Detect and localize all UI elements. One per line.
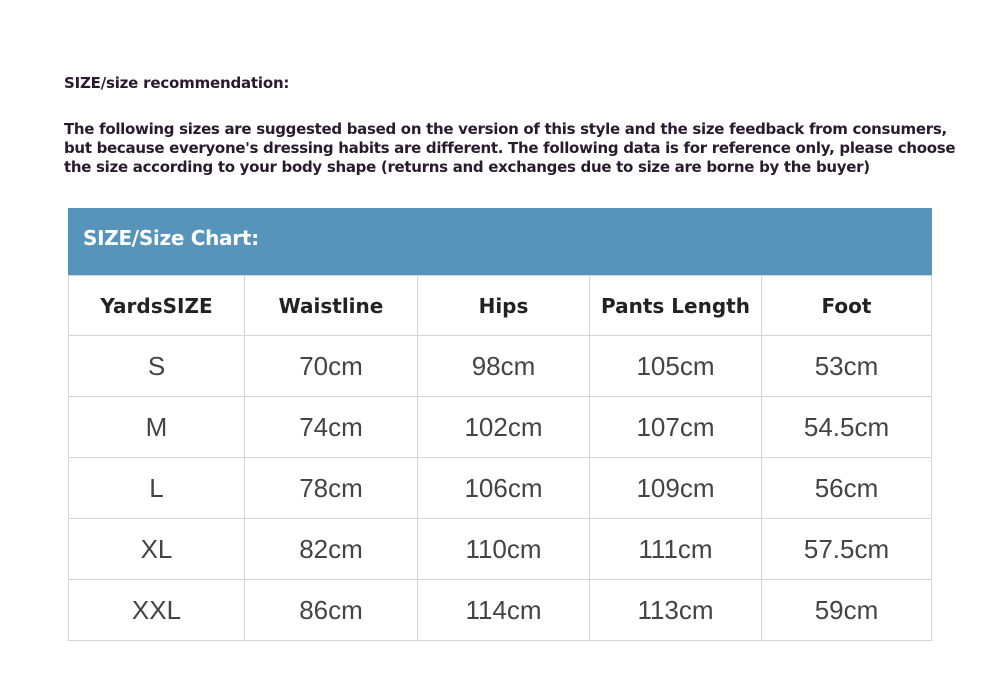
table-cell: 53cm [761,335,932,397]
table-row: XXL 86cm 114cm 113cm 59cm [68,579,932,641]
size-chart-header: SIZE/Size Chart: [68,208,932,275]
column-header: YardsSIZE [68,275,245,336]
column-header: Pants Length [589,275,762,336]
table-cell: 114cm [417,579,590,641]
column-header: Waistline [244,275,418,336]
page-heading: SIZE/size recommendation: [64,74,290,92]
table-cell: XXL [68,579,245,641]
table-cell: 102cm [417,396,590,458]
table-cell: 59cm [761,579,932,641]
size-chart-title: SIZE/Size Chart: [83,226,259,250]
table-cell: 106cm [417,457,590,519]
table-row: L 78cm 106cm 109cm 56cm [68,457,932,519]
table-cell: 74cm [244,396,418,458]
table-cell: L [68,457,245,519]
table-row: S 70cm 98cm 105cm 53cm [68,335,932,397]
intro-text: The following sizes are suggested based … [64,120,956,176]
table-cell: 105cm [589,335,762,397]
table-cell: XL [68,518,245,580]
column-header: Foot [761,275,932,336]
table-cell: 98cm [417,335,590,397]
table-cell: S [68,335,245,397]
table-header-row: YardsSIZE Waistline Hips Pants Length Foot [68,275,932,336]
table-row: XL 82cm 110cm 111cm 57.5cm [68,518,932,580]
size-table: YardsSIZE Waistline Hips Pants Length Foot S 7… [68,275,932,641]
table-cell: 111cm [589,518,762,580]
table-cell: M [68,396,245,458]
table-cell: 109cm [589,457,762,519]
table-cell: 56cm [761,457,932,519]
table-cell: 82cm [244,518,418,580]
table-cell: 86cm [244,579,418,641]
table-cell: 54.5cm [761,396,932,458]
table-cell: 57.5cm [761,518,932,580]
table-cell: 70cm [244,335,418,397]
table-cell: 110cm [417,518,590,580]
table-cell: 107cm [589,396,762,458]
table-cell: 113cm [589,579,762,641]
table-row: M 74cm 102cm 107cm 54.5cm [68,396,932,458]
table-cell: 78cm [244,457,418,519]
column-header: Hips [417,275,590,336]
